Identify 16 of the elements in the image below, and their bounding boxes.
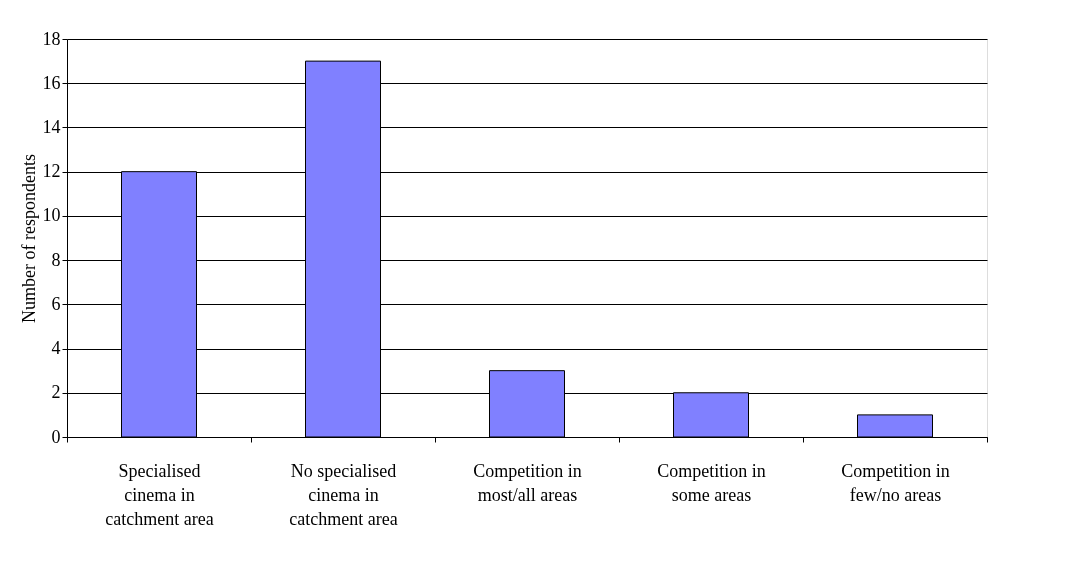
x-tick-label: Specialised cinema in catchment area (105, 460, 214, 529)
y-tick-label: 18 (42, 28, 61, 49)
y-axis-title: Number of respondents (18, 154, 39, 323)
y-tick-label: 14 (42, 116, 61, 137)
x-tick-label: Competition in few/no areas (841, 460, 950, 505)
y-tick-label: 0 (51, 426, 61, 447)
x-tick-label: Competition in some areas (657, 460, 766, 505)
x-tick-label: Competition in most/all areas (473, 460, 582, 505)
y-tick-label: 6 (51, 293, 61, 314)
y-tick-label: 2 (51, 382, 61, 403)
y-tick-label: 8 (51, 249, 61, 270)
y-tick-label: 16 (42, 72, 61, 93)
y-tick-label: 12 (42, 161, 61, 182)
y-tick-label: 4 (51, 338, 61, 359)
y-tick-label: 10 (42, 205, 61, 226)
x-tick-label: No specialised cinema in catchment area (289, 460, 398, 529)
